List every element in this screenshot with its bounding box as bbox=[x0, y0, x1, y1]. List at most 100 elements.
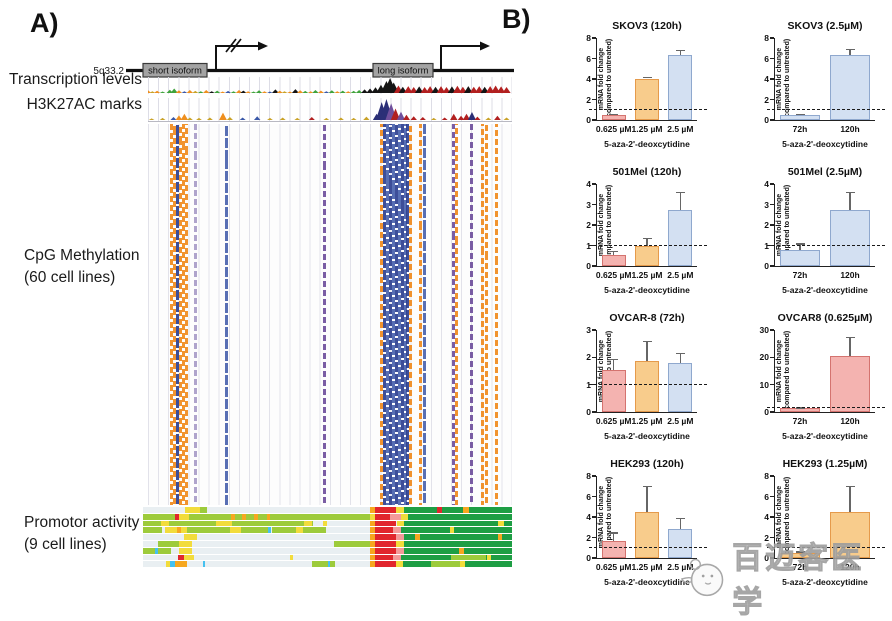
promoter-segment bbox=[179, 540, 192, 547]
signal-peak bbox=[180, 113, 189, 120]
cpg-methylation-label: CpG Methylation (60 cell lines) bbox=[24, 245, 139, 289]
cpg-column bbox=[469, 124, 473, 505]
promoter-segment bbox=[404, 520, 512, 527]
promoter-segment bbox=[266, 513, 270, 520]
signal-peak bbox=[361, 89, 369, 93]
x-tick-label: 72h bbox=[792, 124, 808, 134]
promoter-segment bbox=[393, 554, 401, 561]
bar-chart: HEK293 (1.25µM) mRNA fold change (compare… bbox=[712, 454, 890, 600]
gene-locus-diagram: 5q33.2 short isoform long isoform bbox=[93, 38, 514, 78]
promoter-row bbox=[143, 554, 512, 561]
y-tick-mark bbox=[769, 98, 774, 101]
bar bbox=[668, 529, 693, 558]
y-tick-label: 2 bbox=[586, 94, 591, 105]
promoter-segment bbox=[312, 561, 335, 568]
promoter-segment bbox=[175, 561, 188, 568]
chart-title: 501Mel (2.5µM) bbox=[787, 166, 863, 178]
signal-peak bbox=[441, 117, 448, 120]
break-slash-2 bbox=[230, 38, 242, 53]
y-tick-mark bbox=[769, 356, 774, 358]
y-tick-label: 2 bbox=[764, 532, 769, 543]
bar bbox=[780, 114, 820, 120]
signal-peak bbox=[281, 91, 288, 93]
bar bbox=[780, 552, 820, 558]
error-bar-line bbox=[646, 238, 648, 246]
x-tick-label: 0.625 µM bbox=[595, 124, 632, 134]
chart-title: OVCAR8 (0.625µM) bbox=[777, 312, 873, 324]
bar bbox=[830, 209, 870, 266]
x-tick-label: 72h bbox=[792, 416, 808, 426]
y-tick-mark bbox=[591, 495, 596, 498]
promoter-label-line1: Promotor activity bbox=[24, 514, 140, 531]
cpg-column bbox=[322, 124, 326, 505]
x-axis-label: 5-aza-2'-deoxcytidine bbox=[782, 431, 868, 441]
signal-peak bbox=[425, 86, 435, 93]
y-tick-mark bbox=[591, 329, 596, 331]
promoter-segment bbox=[374, 554, 394, 561]
promoter-segment bbox=[323, 520, 328, 527]
promoter-segment bbox=[396, 534, 404, 540]
signal-peak bbox=[339, 90, 346, 93]
y-tick-label: 10 bbox=[759, 379, 769, 390]
x-tick-label: 2.5 µM bbox=[667, 562, 694, 572]
promoter-segment bbox=[497, 520, 504, 527]
y-tick-mark bbox=[591, 356, 596, 358]
promoter-segment bbox=[369, 554, 375, 561]
x-axis-label: 5-aza-2'-deoxcytidine bbox=[604, 577, 690, 587]
error-bar-cap bbox=[675, 192, 685, 194]
x-tick-label: 1.25 µM bbox=[631, 416, 663, 426]
signal-peak bbox=[317, 90, 325, 93]
signal-peak bbox=[186, 90, 194, 93]
promoter-segment bbox=[369, 540, 375, 547]
signal-peak bbox=[276, 90, 283, 93]
y-tick-label: 20 bbox=[759, 352, 769, 363]
promoter-segment bbox=[393, 527, 401, 534]
bar bbox=[830, 355, 870, 412]
y-tick-mark bbox=[769, 224, 774, 226]
y-tick-mark bbox=[591, 516, 596, 518]
plot-area: mRNA fold change (compared to untreated)… bbox=[586, 179, 707, 295]
y-tick-label: 3 bbox=[764, 199, 769, 210]
signal-peak bbox=[149, 91, 156, 93]
x-tick-label: 120h bbox=[840, 270, 860, 280]
signal-peak bbox=[363, 116, 370, 120]
promoter-label-line2: (9 cell lines) bbox=[24, 536, 107, 553]
signal-peak bbox=[302, 90, 309, 93]
y-tick-mark bbox=[769, 536, 774, 539]
x-tick-label: 1.25 µM bbox=[631, 562, 663, 572]
promoter-segment bbox=[450, 527, 455, 534]
short-isoform-label: short isoform bbox=[148, 66, 202, 76]
y-tick-mark bbox=[591, 119, 596, 121]
cpg-label-line1: CpG Methylation bbox=[24, 247, 140, 264]
y-tick-mark bbox=[769, 516, 774, 518]
promoter-segment bbox=[374, 520, 397, 527]
promoter-segment bbox=[216, 520, 232, 527]
error-bar-line bbox=[613, 532, 615, 542]
y-tick-label: 4 bbox=[764, 512, 769, 522]
promoter-segment bbox=[143, 527, 163, 534]
signal-peak bbox=[462, 113, 471, 120]
y-tick-label: 0 bbox=[586, 407, 591, 417]
promoter-segment bbox=[402, 561, 431, 568]
reference-dashed-line bbox=[589, 244, 707, 246]
signal-peak bbox=[337, 117, 344, 120]
plot-area: mRNA fold change (compared to untreated)… bbox=[586, 325, 707, 441]
cpg-column bbox=[397, 124, 401, 505]
signal-peak bbox=[469, 86, 478, 93]
signal-peak bbox=[181, 91, 188, 93]
reference-dashed-line bbox=[589, 383, 707, 385]
chart-title: OVCAR-8 (72h) bbox=[609, 312, 685, 324]
reference-dashed-line bbox=[767, 407, 885, 409]
error-bar-cap bbox=[675, 49, 685, 51]
panel-b-label: B) bbox=[502, 4, 531, 34]
error-bar-cap bbox=[795, 243, 805, 245]
y-tick-mark bbox=[769, 329, 774, 331]
bar bbox=[601, 541, 626, 558]
error-bar-cap bbox=[642, 340, 652, 343]
y-tick-label: 4 bbox=[586, 179, 591, 189]
plot-area: mRNA fold change (compared to untreated)… bbox=[760, 325, 885, 441]
signal-peak bbox=[235, 90, 243, 93]
promoter-segment bbox=[396, 520, 405, 527]
y-tick-label: 2 bbox=[586, 532, 591, 543]
error-bar-line bbox=[849, 192, 851, 210]
